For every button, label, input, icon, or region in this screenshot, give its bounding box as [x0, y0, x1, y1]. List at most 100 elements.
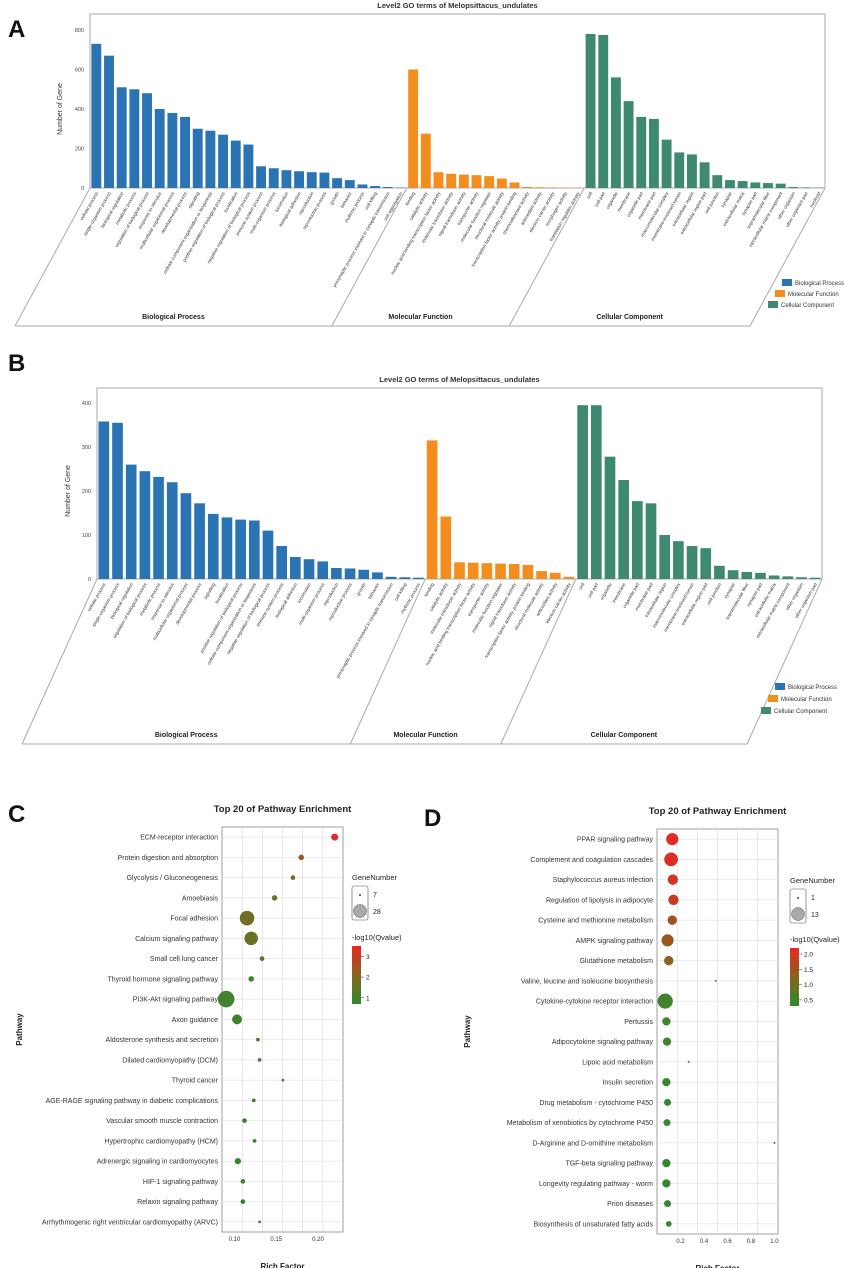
bar	[139, 471, 151, 579]
bar	[154, 109, 165, 188]
plot-frame	[89, 13, 826, 189]
group-divider	[21, 578, 98, 745]
bar	[370, 186, 381, 188]
bubble	[667, 874, 679, 885]
pathway-label: Small cell lung cancer	[150, 956, 219, 963]
bar	[788, 187, 799, 188]
pathway-label: Vascular smooth muscle contraction	[106, 1118, 218, 1125]
pathway-label: AMPK signaling pathway	[576, 938, 654, 945]
pathway-label: Hypertrophic cardiomyopathy (HCM)	[104, 1138, 218, 1145]
pathway-label: ECM-receptor interaction	[140, 835, 218, 842]
legend-label: Cellular Component	[781, 303, 834, 309]
y-tick-label: 0	[81, 186, 84, 192]
x-tick-label: behavior	[367, 582, 380, 600]
bar	[382, 187, 393, 188]
x-tick-label: growth	[329, 191, 340, 206]
bar	[481, 563, 493, 579]
bubble	[240, 1199, 246, 1205]
pathway-bubble-chart-d: Top 20 of Pathway Enrichment PPAR signali…	[463, 806, 840, 1268]
bubble	[662, 1158, 671, 1168]
pathway-label: PI3K-Akt signaling pathway	[133, 997, 219, 1004]
group-label: Molecular Function	[388, 314, 452, 321]
legend-label: Cellular Component	[774, 709, 827, 715]
y-tick-label: 600	[75, 68, 84, 74]
bar	[180, 493, 192, 579]
pathway-label: Focal adhesion	[171, 916, 219, 923]
bar	[645, 503, 657, 579]
bar	[577, 405, 588, 579]
bar	[408, 69, 419, 188]
bubble	[662, 1179, 671, 1188]
bar	[714, 565, 725, 579]
bar	[235, 519, 246, 579]
bar	[661, 139, 672, 188]
bubble	[662, 1077, 671, 1087]
y-axis-label: Pathway	[15, 1013, 24, 1046]
pathway-bubble-chart-c: Top 20 of Pathway Enrichment ECM-receptor…	[15, 804, 402, 1268]
bar	[344, 180, 355, 188]
x-axis-label: Rich Factor	[695, 1264, 739, 1268]
x-tick-label: cell killing	[393, 582, 407, 602]
bar	[332, 178, 343, 188]
bar	[796, 577, 807, 579]
size-legend-title: GeneNumber	[352, 873, 398, 882]
bar	[585, 33, 596, 189]
bar	[547, 187, 558, 188]
bubble	[217, 990, 235, 1008]
bubble	[251, 1098, 256, 1103]
bar	[98, 421, 110, 579]
x-tick-label: signaling	[187, 191, 201, 210]
pathway-label: Insulin secretion	[602, 1080, 653, 1087]
legend-swatch	[768, 695, 778, 702]
bar	[358, 569, 370, 579]
bar	[454, 562, 465, 579]
bubble	[234, 1157, 242, 1165]
bubble	[239, 910, 255, 926]
legend-swatch	[761, 707, 771, 714]
bubble	[240, 1178, 246, 1184]
pathway-label: Regulation of lipolysis in adipocyte	[546, 897, 653, 904]
bar	[281, 170, 292, 188]
bar	[306, 172, 317, 188]
bar	[495, 563, 506, 579]
bar	[522, 187, 533, 188]
y-axis-label: Number of Gene	[57, 83, 64, 135]
legend-label: Molecular Function	[788, 292, 839, 298]
bar	[426, 440, 438, 579]
bar	[129, 89, 140, 188]
bubble	[657, 993, 673, 1009]
x-tick-label: binding	[404, 191, 416, 207]
legend-swatch	[775, 290, 785, 297]
bubble	[663, 1118, 671, 1127]
x-tick-label: synapse	[723, 582, 736, 600]
pathway-label: Lipoic acid metabolism	[582, 1059, 653, 1066]
bar	[303, 559, 315, 579]
bar	[768, 575, 780, 579]
x-tick-label: 0.6	[723, 1239, 732, 1245]
bubble	[259, 956, 265, 962]
x-tick-label: behavior	[340, 191, 353, 209]
x-tick-label: synapse	[720, 191, 733, 209]
color-legend-tick-label: 3	[366, 954, 370, 961]
bubble	[666, 832, 679, 846]
go-bar-chart-a: Level2 GO terms of Melopsittacus_undulat…	[14, 1, 844, 327]
bubble	[665, 1220, 672, 1227]
y-tick-label: 400	[82, 401, 91, 407]
bar	[248, 520, 260, 579]
bar	[737, 181, 748, 188]
x-tick-label: extracellular region part	[680, 581, 709, 626]
group-label: Molecular Function	[393, 732, 457, 739]
bar	[484, 176, 495, 188]
y-tick-label: 800	[75, 28, 84, 34]
legend-label: Molecular Function	[781, 697, 832, 703]
group-label: Cellular Component	[591, 732, 658, 739]
legend-label: Biological Process	[788, 685, 837, 691]
chart-title: Level2 GO terms of Melopsittacus_undulat…	[377, 1, 537, 10]
size-legend-max: 13	[811, 912, 819, 919]
x-tick-label: 0.8	[747, 1239, 756, 1245]
bar	[331, 568, 342, 579]
x-tick-label: signaling	[203, 582, 217, 601]
bar	[648, 118, 659, 188]
bar	[243, 144, 254, 188]
bar	[659, 535, 671, 579]
